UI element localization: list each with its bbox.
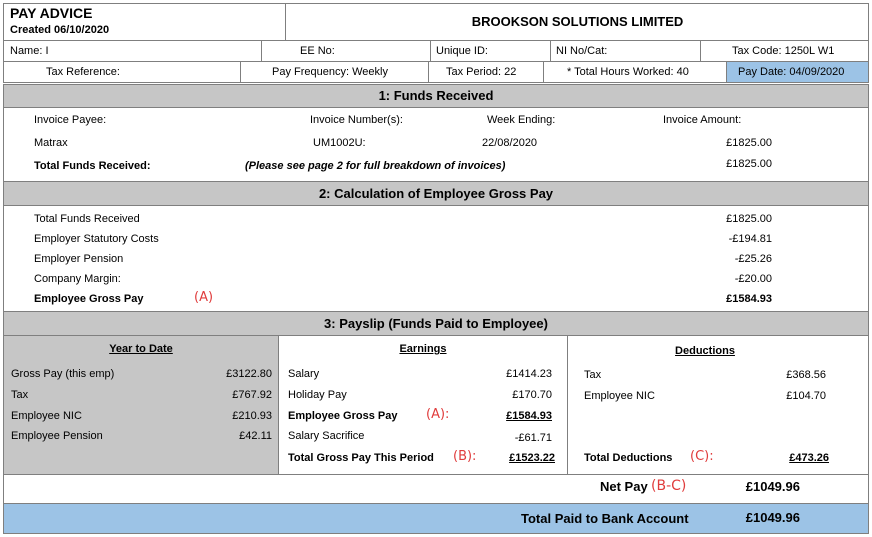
calc-label: Total Funds Received bbox=[34, 213, 140, 225]
invoice-payee: Matrax bbox=[34, 137, 68, 149]
tax-code-field: Tax Code: 1250L W1 bbox=[732, 45, 835, 57]
bank-value: £1049.96 bbox=[745, 510, 800, 525]
deduction-nic-label: Employee NIC bbox=[584, 390, 655, 402]
col-week-ending: Week Ending: bbox=[487, 114, 556, 126]
header-divider bbox=[285, 3, 286, 41]
col-invoice-number: Invoice Number(s): bbox=[310, 114, 403, 126]
annotation-b-c: (B-C) bbox=[651, 478, 687, 494]
section2-band bbox=[3, 181, 869, 206]
deduction-tax-value: £368.56 bbox=[786, 369, 826, 381]
salary-value: £1414.23 bbox=[506, 368, 552, 380]
annotation-c: (C): bbox=[690, 449, 714, 464]
calc-value: £1825.00 bbox=[726, 213, 772, 225]
company-name: BROOKSON SOLUTIONS LIMITED bbox=[471, 14, 684, 29]
section2-title: 2: Calculation of Employee Gross Pay bbox=[318, 186, 554, 201]
invoice-number: UM1002U: bbox=[313, 137, 366, 149]
ni-field: NI No/Cat: bbox=[556, 45, 608, 57]
deductions-header: Deductions bbox=[675, 345, 735, 357]
calc-value: -£194.81 bbox=[728, 233, 772, 245]
annotation-a: (A) bbox=[194, 290, 214, 305]
name-field: Name: I bbox=[10, 45, 49, 57]
earnings-header: Earnings bbox=[399, 343, 447, 355]
annotation-a-earnings: (A): bbox=[426, 407, 450, 422]
gross-pay-label: Employee Gross Pay bbox=[34, 293, 144, 305]
holiday-pay-label: Holiday Pay bbox=[288, 389, 347, 401]
breakdown-note: (Please see page 2 for full breakdown of… bbox=[245, 160, 506, 172]
col-invoice-amount: Invoice Amount: bbox=[663, 114, 742, 126]
bank-row bbox=[3, 503, 869, 534]
calc-label: Employer Statutory Costs bbox=[34, 233, 159, 245]
ytd-label: Employee NIC bbox=[11, 410, 82, 422]
divider bbox=[261, 40, 262, 62]
calc-label: Company Margin: bbox=[34, 273, 121, 285]
pay-frequency: Pay Frequency: Weekly bbox=[272, 66, 388, 78]
section1-title: 1: Funds Received bbox=[378, 88, 494, 103]
invoice-amount: £1825.00 bbox=[726, 137, 772, 149]
unique-id-field: Unique ID: bbox=[436, 45, 488, 57]
doc-title: PAY ADVICE bbox=[10, 5, 93, 21]
ee-no-field: EE No: bbox=[300, 45, 335, 57]
total-deductions-value: £473.26 bbox=[789, 452, 829, 464]
pay-date-cell bbox=[726, 61, 869, 83]
salary-sacrifice-label: Salary Sacrifice bbox=[288, 430, 365, 442]
total-hours: * Total Hours Worked: 40 bbox=[567, 66, 689, 78]
tax-period: Tax Period: 22 bbox=[446, 66, 517, 78]
divider bbox=[240, 61, 241, 83]
ytd-label: Tax bbox=[11, 389, 29, 401]
ytd-column bbox=[3, 335, 279, 475]
section3-band bbox=[3, 311, 869, 336]
total-gross-label: Total Gross Pay This Period bbox=[288, 452, 434, 464]
week-ending: 22/08/2020 bbox=[482, 137, 538, 149]
ytd-label: Employee Pension bbox=[11, 430, 103, 442]
calc-label: Employer Pension bbox=[34, 253, 124, 265]
net-pay-label: Net Pay bbox=[600, 479, 648, 494]
net-pay-value: £1049.96 bbox=[745, 479, 800, 494]
ytd-value: £3122.80 bbox=[226, 368, 272, 380]
ytd-value: £210.93 bbox=[232, 410, 272, 422]
section3-title: 3: Payslip (Funds Paid to Employee) bbox=[324, 316, 548, 331]
salary-label: Salary bbox=[288, 368, 320, 380]
total-deductions-label: Total Deductions bbox=[584, 452, 673, 464]
annotation-b: (B): bbox=[453, 449, 477, 464]
total-funds-amount: £1825.00 bbox=[726, 158, 772, 170]
calc-value: -£20.00 bbox=[734, 273, 772, 285]
ytd-header: Year to Date bbox=[109, 343, 173, 355]
salary-sacrifice-value: -£61.71 bbox=[514, 432, 552, 444]
deduction-nic-value: £104.70 bbox=[786, 390, 826, 402]
divider bbox=[700, 40, 701, 62]
divider bbox=[430, 40, 431, 62]
deduction-tax-label: Tax bbox=[584, 369, 602, 381]
earnings-gross-value: £1584.93 bbox=[506, 410, 552, 422]
divider bbox=[543, 61, 544, 83]
divider bbox=[428, 61, 429, 83]
gross-pay-value: £1584.93 bbox=[726, 293, 772, 305]
ytd-label: Gross Pay (this emp) bbox=[11, 368, 115, 380]
total-gross-value: £1523.22 bbox=[509, 452, 555, 464]
earnings-gross-label: Employee Gross Pay bbox=[288, 410, 398, 422]
bank-label: Total Paid to Bank Account bbox=[521, 511, 689, 526]
pay-date: Pay Date: 04/09/2020 bbox=[738, 66, 845, 78]
tax-reference: Tax Reference: bbox=[46, 66, 120, 78]
total-funds-label: Total Funds Received: bbox=[34, 160, 151, 172]
ytd-value: £42.11 bbox=[239, 430, 272, 442]
divider bbox=[550, 40, 551, 62]
created-date: Created 06/10/2020 bbox=[10, 24, 110, 36]
ytd-value: £767.92 bbox=[232, 389, 272, 401]
calc-value: -£25.26 bbox=[734, 253, 772, 265]
holiday-pay-value: £170.70 bbox=[512, 389, 552, 401]
col-invoice-payee: Invoice Payee: bbox=[34, 114, 107, 126]
